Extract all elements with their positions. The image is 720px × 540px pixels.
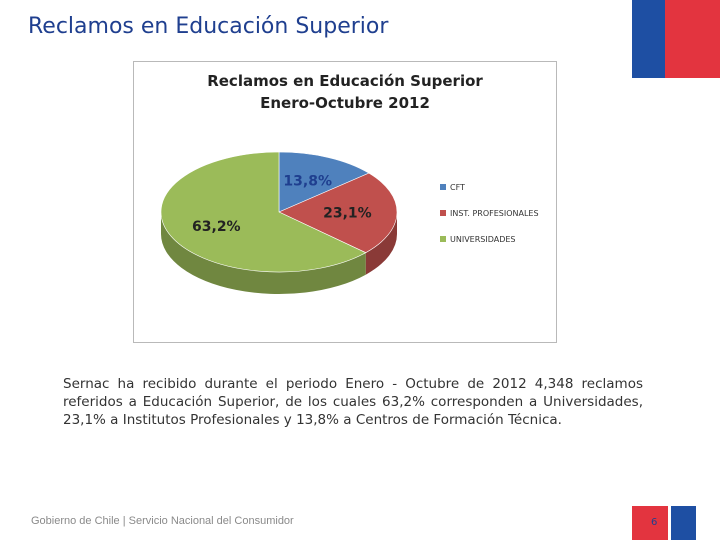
legend-label-0: CFT [450,183,465,192]
slice-label-2: 63,2% [192,219,241,235]
page-number: 6 [651,517,658,528]
legend-swatch-2 [440,236,446,242]
legend-label-1: INST. PROFESIONALES [450,209,539,218]
slide-title: Reclamos en Educación Superior [28,14,389,39]
chart-title: Reclamos en Educación Superior [207,72,483,90]
legend-swatch-0 [440,184,446,190]
legend-label-2: UNIVERSIDADES [450,235,516,244]
pie-side-1 [365,212,397,275]
pie-slice-2 [160,151,367,273]
footer-text: Gobierno de Chile | Servicio Nacional de… [31,515,294,527]
pie-chart-svg: 13,8% 23,1% 63,2% CFT INST. PROFESIONALES UN… [160,151,539,294]
slice-label-0: 13,8% [283,173,332,189]
footer-flag-logo [632,506,696,540]
description-text: Sernac ha recibido durante el periodo En… [63,376,643,428]
pie-side-2 [161,212,366,294]
pie-slice-0 [278,151,370,213]
slice-label-1: 23,1% [323,206,372,222]
chile-flag-logo [632,0,720,78]
pie-slice-1 [278,172,398,254]
pie-chart: 13,8% 23,1% 63,2% CFT INST. PROFESIONALES UN… [133,61,557,343]
legend-swatch-1 [440,210,446,216]
chart-subtitle: Enero-Octubre 2012 [260,94,430,112]
